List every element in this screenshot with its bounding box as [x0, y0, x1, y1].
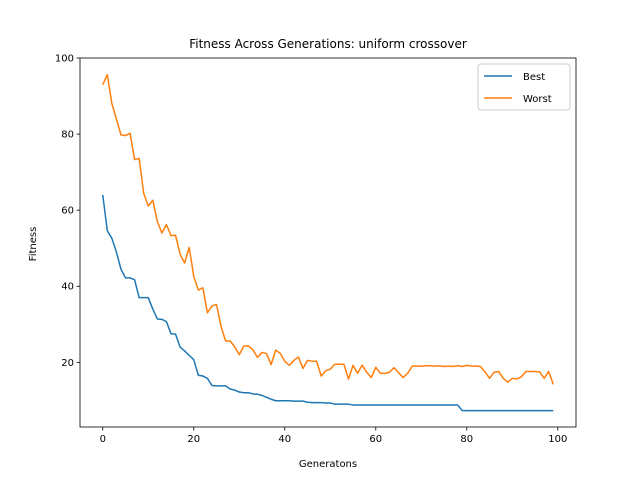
y-tick-label: 80 — [61, 130, 74, 141]
legend-label-worst: Worst — [523, 94, 552, 105]
y-tick-label: 40 — [61, 282, 74, 293]
y-tick-label: 20 — [61, 358, 74, 369]
plot-frame — [79, 57, 577, 428]
x-axis-label: Generatons — [299, 459, 357, 470]
series-line-best — [102, 194, 554, 412]
x-tick-label: 100 — [548, 434, 567, 445]
y-axis: 20 40 60 80 100 — [55, 54, 80, 369]
x-tick-label: 20 — [187, 434, 200, 445]
y-tick-label: 100 — [55, 54, 74, 65]
chart-title: Fitness Across Generations: uniform cros… — [189, 37, 467, 51]
plot-area — [79, 57, 577, 428]
x-axis: 0 20 40 60 80 100 — [100, 427, 567, 445]
x-tick-label: 60 — [369, 434, 382, 445]
legend: Best Worst — [477, 63, 571, 111]
series-line-worst — [102, 73, 554, 385]
x-tick-label: 40 — [278, 434, 291, 445]
y-tick-label: 60 — [61, 206, 74, 217]
x-tick-label: 80 — [460, 434, 473, 445]
legend-label-best: Best — [523, 72, 545, 83]
y-axis-label: Fitness — [28, 227, 39, 262]
x-tick-label: 0 — [100, 434, 106, 445]
